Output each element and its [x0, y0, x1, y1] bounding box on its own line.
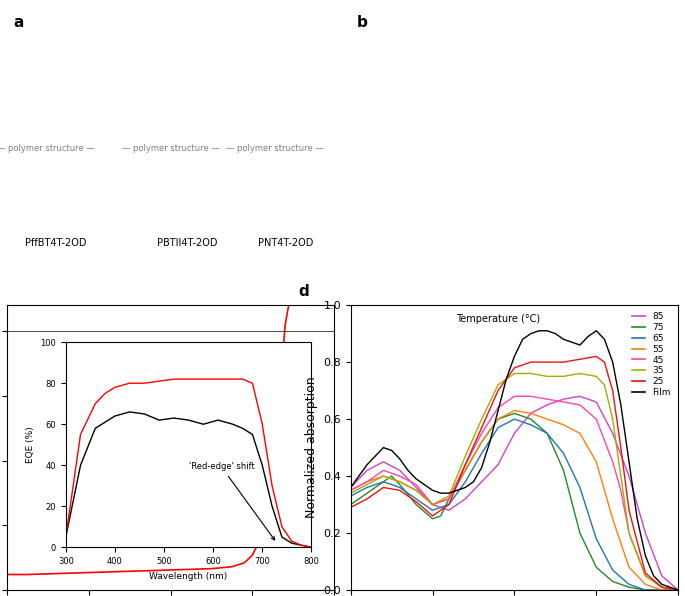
Y-axis label: Normalized absorption: Normalized absorption: [305, 377, 318, 519]
Text: a: a: [14, 14, 24, 30]
Legend: 85, 75, 65, 55, 45, 35, 25, Film: 85, 75, 65, 55, 45, 35, 25, Film: [629, 310, 673, 400]
Text: — polymer structure —: — polymer structure —: [227, 144, 324, 153]
Text: b: b: [358, 14, 368, 30]
Text: PBTII4T-2OD: PBTII4T-2OD: [157, 238, 217, 248]
Text: Temperature (°C): Temperature (°C): [456, 313, 540, 324]
Text: PffBT4T-2OD: PffBT4T-2OD: [25, 238, 87, 248]
Text: — polymer structure —: — polymer structure —: [122, 144, 219, 153]
Text: — polymer structure —: — polymer structure —: [0, 144, 95, 153]
Text: d: d: [298, 284, 309, 299]
Text: PNT4T-2OD: PNT4T-2OD: [258, 238, 313, 248]
